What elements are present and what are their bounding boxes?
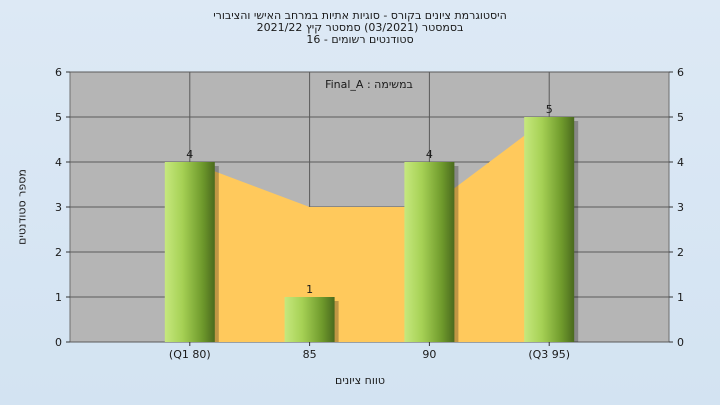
- y-tick-label-right: 5: [677, 111, 684, 124]
- y-tick-label-right: 4: [677, 156, 684, 169]
- y-tick-label-left: 5: [55, 111, 62, 124]
- y-tick-label-left: 4: [55, 156, 62, 169]
- y-tick-label-left: 2: [55, 246, 62, 259]
- y-axis-title: מספר סטודנטים: [15, 169, 29, 245]
- data-label: 4: [426, 148, 433, 161]
- y-tick-label-left: 3: [55, 201, 62, 214]
- x-tick-label: 90: [422, 348, 436, 361]
- bar-1: [164, 162, 215, 342]
- bar-2: [284, 297, 335, 342]
- y-tick-label-left: 1: [55, 291, 62, 304]
- y-tick-label-left: 6: [55, 66, 62, 79]
- y-tick-label-right: 6: [677, 66, 684, 79]
- data-label: 5: [546, 103, 553, 116]
- x-tick-label: (Q1 80): [169, 348, 211, 361]
- chart-annotation: במשימה : Final_A: [325, 78, 413, 91]
- background-area: [189, 117, 550, 342]
- y-tick-label-right: 1: [677, 291, 684, 304]
- x-tick-label: (Q3 95): [528, 348, 570, 361]
- data-label: 1: [306, 283, 313, 296]
- y-tick-label-left: 0: [55, 336, 62, 349]
- title-line-3: סטודנטים רשומים - 16: [306, 33, 414, 46]
- data-label: 4: [186, 148, 193, 161]
- bar-3: [404, 162, 455, 342]
- y-tick-label-right: 0: [677, 336, 684, 349]
- x-axis-title: טווח ציונים: [335, 374, 385, 387]
- chart-title: היסטוגרמת ציונים בקורס - סוגיות אתיות במ…: [0, 10, 720, 46]
- title-line-1: היסטוגרמת ציונים בקורס - סוגיות אתיות במ…: [213, 9, 507, 22]
- y-tick-label-right: 2: [677, 246, 684, 259]
- title-line-2: בסמסטר (03/2021) סמסטר קיץ 2021/22: [256, 21, 464, 34]
- y-tick-label-right: 3: [677, 201, 684, 214]
- x-tick-label: 85: [303, 348, 317, 361]
- bar-4: [524, 117, 575, 342]
